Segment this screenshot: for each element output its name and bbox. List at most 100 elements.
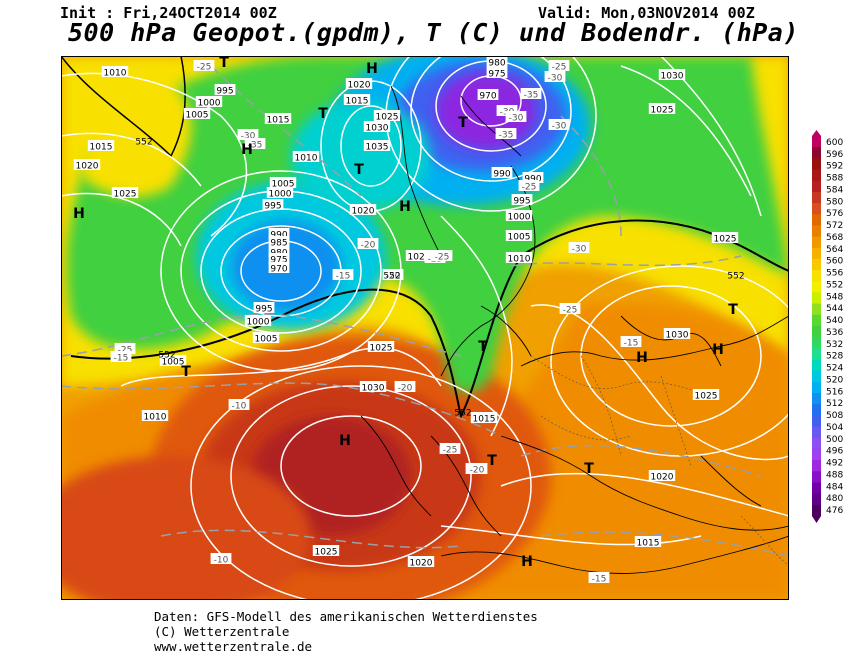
svg-text:1025: 1025 bbox=[695, 392, 718, 402]
svg-text:970: 970 bbox=[479, 92, 496, 102]
pressure-label: 990 bbox=[268, 228, 290, 241]
colorbar-swatch bbox=[812, 359, 821, 372]
svg-text:985: 985 bbox=[270, 239, 287, 249]
svg-text:-20: -20 bbox=[470, 466, 485, 476]
svg-text:-35: -35 bbox=[524, 91, 539, 101]
pressure-label: 1000 bbox=[195, 96, 223, 109]
svg-text:-25: -25 bbox=[197, 63, 212, 73]
svg-text:1005: 1005 bbox=[508, 233, 531, 243]
colorbar-label: 516 bbox=[826, 387, 843, 397]
svg-text:1025: 1025 bbox=[651, 106, 674, 116]
colorbar-label: 480 bbox=[826, 494, 843, 504]
colorbar-swatch bbox=[812, 292, 821, 305]
svg-text:975: 975 bbox=[270, 256, 287, 266]
weather-map: 1010995100010051015102010151025101010051… bbox=[61, 56, 789, 600]
low-pressure-marker: T bbox=[181, 364, 191, 380]
colorbar-swatch bbox=[812, 471, 821, 483]
colorbar-swatch bbox=[812, 381, 821, 394]
svg-text:-20: -20 bbox=[361, 241, 376, 251]
svg-text:-20: -20 bbox=[386, 272, 401, 282]
svg-text:1030: 1030 bbox=[362, 384, 385, 394]
temperature-label: -25 bbox=[431, 250, 453, 263]
colorbar-label: 488 bbox=[826, 470, 843, 480]
pressure-label: 995 bbox=[262, 199, 284, 212]
temperature-label: -15 bbox=[588, 572, 610, 585]
colorbar-label: 564 bbox=[826, 245, 843, 255]
svg-text:552: 552 bbox=[727, 272, 744, 282]
svg-text:1020: 1020 bbox=[76, 162, 99, 172]
svg-text:-15: -15 bbox=[114, 354, 129, 364]
colorbar-swatch bbox=[812, 337, 821, 349]
colorbar-label: 508 bbox=[826, 411, 843, 421]
svg-text:1005: 1005 bbox=[162, 358, 185, 368]
svg-text:990: 990 bbox=[270, 231, 287, 241]
colorbar-swatch bbox=[812, 303, 821, 316]
pressure-label: 1025 bbox=[692, 389, 720, 402]
pressure-label: 1030 bbox=[363, 121, 391, 134]
colorbar-min-arrow bbox=[812, 516, 821, 523]
svg-text:1030: 1030 bbox=[366, 124, 389, 134]
pressure-label: 1015 bbox=[634, 536, 662, 549]
pressure-label: 1000 bbox=[266, 187, 294, 200]
temperature-label: -20 bbox=[382, 269, 404, 282]
colorbar-label: 496 bbox=[826, 447, 843, 457]
svg-text:-30: -30 bbox=[552, 122, 567, 132]
svg-text:1005: 1005 bbox=[272, 180, 295, 190]
svg-text:1025: 1025 bbox=[376, 113, 399, 123]
colorbar-swatch bbox=[812, 270, 821, 282]
pressure-label: 1015 bbox=[343, 94, 371, 107]
colorbar-label: 504 bbox=[826, 423, 843, 433]
init-time: Init : Fri,24OCT2014 00Z bbox=[60, 4, 277, 22]
colorbar-label: 568 bbox=[826, 233, 843, 243]
temperature-label: -35 bbox=[520, 88, 542, 101]
colorbar-swatch bbox=[812, 214, 821, 226]
svg-text:1025: 1025 bbox=[714, 235, 737, 245]
svg-text:1015: 1015 bbox=[267, 116, 290, 126]
high-pressure-marker: H bbox=[521, 554, 533, 570]
pressure-label: 970 bbox=[477, 89, 499, 102]
svg-text:1025: 1025 bbox=[370, 344, 393, 354]
temperature-label: -10 bbox=[228, 399, 250, 412]
colorbar-label: 532 bbox=[826, 340, 843, 350]
svg-text:995: 995 bbox=[216, 87, 233, 97]
svg-text:-30: -30 bbox=[241, 132, 256, 142]
temperature-label: -35 bbox=[495, 128, 517, 141]
geopotential-label: 552 bbox=[158, 351, 175, 361]
colorbar-label: 492 bbox=[826, 459, 843, 469]
high-pressure-marker: H bbox=[712, 342, 724, 358]
low-pressure-marker: T bbox=[487, 453, 497, 469]
pressure-label: 1030 bbox=[658, 69, 686, 82]
pressure-label: 1005 bbox=[505, 230, 533, 243]
low-pressure-marker: T bbox=[354, 162, 364, 178]
pressure-label: 1005 bbox=[159, 355, 187, 368]
svg-text:995: 995 bbox=[513, 197, 530, 207]
svg-text:1020: 1020 bbox=[348, 81, 371, 91]
colorbar-swatch bbox=[812, 225, 821, 238]
colorbar-swatch bbox=[812, 370, 821, 383]
temperature-label: -25 bbox=[439, 443, 461, 456]
colorbar-label: 600 bbox=[826, 138, 843, 148]
svg-text:1000: 1000 bbox=[198, 99, 221, 109]
colorbar-swatch bbox=[812, 460, 821, 472]
svg-text:1020: 1020 bbox=[408, 253, 431, 263]
colorbar-label: 580 bbox=[826, 197, 843, 207]
low-pressure-marker: T bbox=[219, 56, 229, 71]
temperature-label: -25 bbox=[193, 60, 215, 73]
pressure-label: 990 bbox=[522, 172, 544, 185]
colorbar-label: 556 bbox=[826, 269, 843, 279]
low-pressure-marker: T bbox=[318, 106, 328, 122]
pressure-label: 1000 bbox=[505, 210, 533, 223]
pressure-label: 1010 bbox=[505, 252, 533, 265]
svg-text:552: 552 bbox=[383, 272, 400, 282]
svg-text:-10: -10 bbox=[232, 402, 247, 412]
pressure-label: 975 bbox=[268, 253, 290, 266]
map-frame bbox=[61, 56, 789, 600]
colorbar-swatch bbox=[812, 203, 821, 215]
cold-pool-mid bbox=[291, 101, 431, 211]
temperature-label: -35 bbox=[244, 138, 266, 151]
svg-text:1015: 1015 bbox=[637, 539, 660, 549]
svg-text:-25: -25 bbox=[118, 346, 133, 356]
pressure-label: 1015 bbox=[470, 412, 498, 425]
geopotential-label: 552 bbox=[383, 272, 400, 282]
svg-text:995: 995 bbox=[264, 202, 281, 212]
